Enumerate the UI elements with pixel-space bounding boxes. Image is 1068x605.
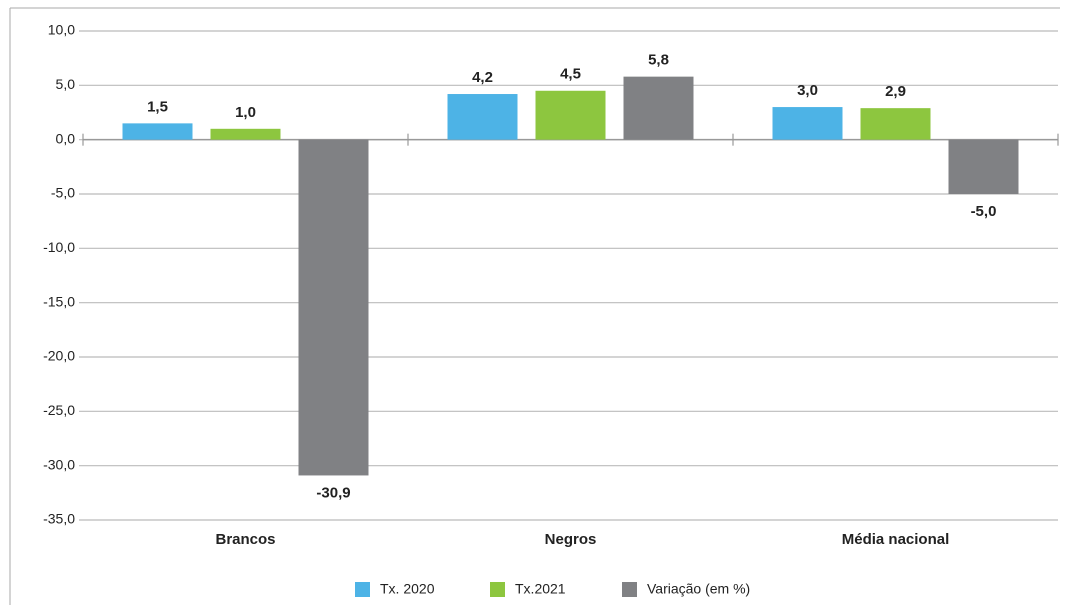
legend-swatch	[355, 582, 370, 597]
y-tick-label: 10,0	[48, 22, 75, 38]
bar	[772, 107, 843, 140]
y-tick-label: -30,0	[43, 456, 75, 472]
data-label: 4,5	[560, 66, 581, 83]
y-tick-label: -25,0	[43, 402, 75, 418]
y-tick-label: -35,0	[43, 511, 75, 527]
data-label: -30,9	[316, 484, 350, 501]
bar	[860, 108, 931, 140]
legend-swatch	[622, 582, 637, 597]
bar	[948, 139, 1019, 194]
y-tick-label: -15,0	[43, 293, 75, 309]
x-tick-label: Negros	[545, 531, 597, 548]
x-tick-label: Média nacional	[842, 531, 950, 548]
y-tick-label: 5,0	[56, 76, 76, 92]
y-tick-label: 0,0	[56, 130, 76, 146]
data-label: 4,2	[472, 69, 493, 86]
y-tick-label: -20,0	[43, 348, 75, 364]
data-label: 5,8	[648, 52, 669, 69]
data-label: 1,5	[147, 98, 168, 115]
legend-swatch	[490, 582, 505, 597]
legend-label: Variação (em %)	[647, 581, 750, 597]
data-label: 2,9	[885, 83, 906, 100]
bar	[447, 94, 518, 140]
legend-label: Tx. 2020	[380, 581, 435, 597]
y-tick-label: -10,0	[43, 239, 75, 255]
y-tick-label: -5,0	[51, 185, 75, 201]
data-label: -5,0	[971, 203, 997, 220]
bar	[535, 90, 606, 140]
data-label: 1,0	[235, 104, 256, 121]
x-tick-label: Brancos	[215, 531, 275, 548]
bar	[122, 123, 193, 140]
bar	[298, 139, 369, 476]
bar	[210, 128, 281, 140]
bar	[623, 76, 694, 140]
data-label: 3,0	[797, 82, 818, 99]
legend-label: Tx.2021	[515, 581, 566, 597]
